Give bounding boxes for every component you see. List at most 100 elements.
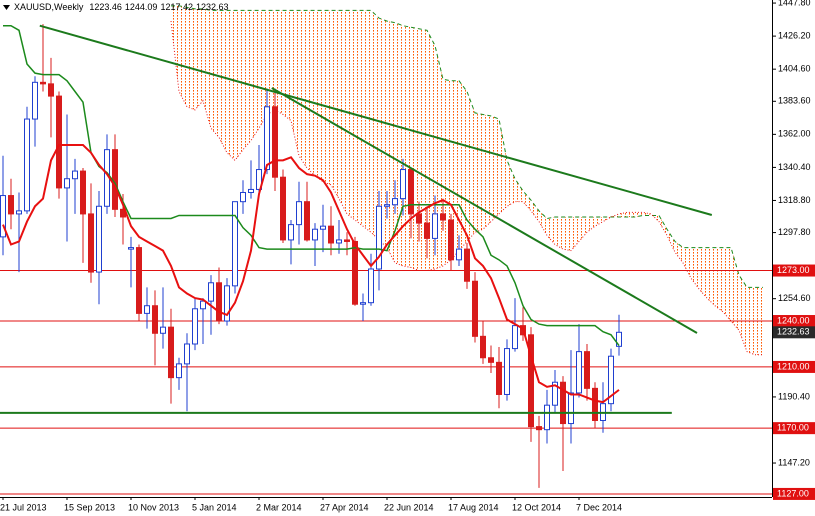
level-label: 1273.00 bbox=[777, 265, 810, 275]
candle-body bbox=[40, 81, 46, 85]
x-tick-label: 5 Jan 2014 bbox=[192, 502, 237, 512]
candle-body bbox=[392, 198, 398, 206]
candle-body bbox=[464, 248, 470, 282]
y-tick-label: 1147.20 bbox=[778, 457, 810, 467]
candle-body bbox=[320, 225, 326, 230]
candle-body bbox=[616, 331, 622, 347]
candle-body bbox=[416, 213, 422, 224]
y-tick-label: 1318.80 bbox=[778, 195, 811, 205]
level-label: 1170.00 bbox=[777, 423, 809, 433]
y-tick-label: 1254.60 bbox=[778, 293, 811, 303]
cloud-upper-edge bbox=[171, 5, 763, 288]
close-value: 1232.63 bbox=[196, 2, 229, 12]
candle-body bbox=[288, 224, 294, 241]
candle-body bbox=[0, 195, 6, 238]
level-label: 1240.00 bbox=[777, 315, 810, 325]
trend-line bbox=[39, 24, 713, 216]
candle-body bbox=[128, 247, 134, 250]
candle-body bbox=[504, 348, 510, 395]
candle-body bbox=[440, 213, 446, 221]
candle-body bbox=[480, 335, 486, 359]
candle-body bbox=[528, 334, 534, 428]
candle-body bbox=[448, 219, 454, 261]
candle-body bbox=[360, 302, 366, 305]
candle-body bbox=[576, 351, 582, 394]
candle-body bbox=[192, 308, 198, 345]
x-tick-label: 10 Nov 2013 bbox=[128, 502, 179, 512]
candle-body bbox=[32, 81, 38, 120]
candle-body bbox=[80, 170, 86, 215]
y-tick-label: 1404.60 bbox=[778, 64, 811, 74]
y-tick-label: 1362.00 bbox=[778, 129, 811, 139]
candle-body bbox=[368, 268, 374, 304]
candle-body bbox=[344, 239, 350, 242]
candle-body bbox=[160, 326, 166, 334]
candle-body bbox=[592, 387, 598, 421]
candle-body bbox=[280, 176, 286, 241]
candle-body bbox=[608, 355, 614, 405]
candle-body bbox=[176, 363, 182, 379]
candle-body bbox=[24, 118, 30, 212]
plot-area bbox=[0, 5, 772, 495]
high-value: 1244.09 bbox=[125, 2, 158, 12]
current-price-label: 1232.63 bbox=[777, 327, 810, 337]
level-label: 1127.00 bbox=[777, 488, 809, 498]
candle-body bbox=[216, 282, 222, 322]
level-label-box bbox=[773, 315, 815, 328]
candle-body bbox=[552, 381, 558, 406]
chart-title: XAUUSD,Weekly bbox=[14, 2, 84, 12]
candle-body bbox=[168, 326, 174, 379]
candle-body bbox=[96, 205, 102, 273]
candle-body bbox=[256, 169, 262, 190]
candle-body bbox=[136, 247, 142, 314]
candle-body bbox=[352, 240, 358, 305]
candle-body bbox=[328, 225, 334, 244]
open-value: 1223.46 bbox=[89, 2, 122, 12]
y-tick-label: 1297.80 bbox=[778, 227, 811, 237]
level-label-box bbox=[773, 487, 815, 500]
candle-body bbox=[112, 149, 118, 210]
candle-body bbox=[272, 106, 278, 178]
low-value: 1217.42 bbox=[160, 2, 193, 12]
candle-body bbox=[560, 381, 566, 425]
candle-body bbox=[240, 191, 246, 203]
candle-body bbox=[496, 361, 502, 395]
candle-body bbox=[248, 188, 254, 193]
level-label-box bbox=[773, 264, 815, 277]
candle-body bbox=[208, 282, 214, 302]
candle-body bbox=[400, 169, 406, 200]
y-tick-label: 1426.20 bbox=[778, 30, 811, 40]
x-tick-label: 27 Apr 2014 bbox=[320, 502, 369, 512]
y-tick-label: 1190.40 bbox=[778, 391, 810, 401]
candle-body bbox=[48, 83, 54, 97]
trend-line bbox=[271, 87, 698, 334]
level-label: 1210.00 bbox=[777, 361, 810, 371]
x-tick-label: 7 Dec 2014 bbox=[576, 502, 622, 512]
candle-body bbox=[144, 305, 150, 314]
candle-body bbox=[224, 285, 230, 322]
candle-body bbox=[384, 204, 390, 207]
tenkan-line bbox=[2, 144, 620, 404]
y-tick-label: 1383.60 bbox=[778, 96, 811, 106]
candle-body bbox=[56, 95, 62, 189]
candle-body bbox=[312, 228, 318, 241]
x-tick-label: 17 Aug 2014 bbox=[448, 502, 499, 512]
x-tick-label: 15 Sep 2013 bbox=[64, 502, 115, 512]
candle-body bbox=[424, 222, 430, 239]
candle-body bbox=[568, 392, 574, 425]
level-label-box bbox=[773, 360, 815, 373]
candle-body bbox=[488, 357, 494, 363]
candle-body bbox=[64, 178, 70, 189]
candle-body bbox=[88, 213, 94, 273]
candle-body bbox=[544, 404, 550, 431]
candle-body bbox=[584, 351, 590, 389]
menu-icon[interactable] bbox=[3, 5, 10, 10]
x-tick-label: 22 Jun 2014 bbox=[384, 502, 434, 512]
chart-header: XAUUSD,Weekly 1223.46 1244.09 1217.42 1232.6… bbox=[14, 2, 229, 12]
candle-body bbox=[152, 305, 158, 334]
candle-body bbox=[432, 213, 438, 239]
candle-body bbox=[16, 210, 22, 215]
candle-body bbox=[72, 170, 78, 180]
